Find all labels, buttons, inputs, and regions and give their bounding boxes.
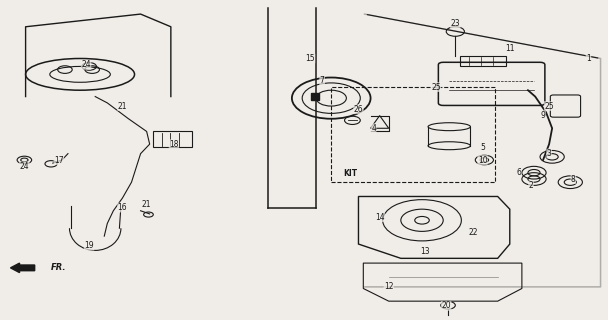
Text: 4: 4 — [371, 124, 376, 133]
Text: 25: 25 — [544, 101, 554, 111]
Text: KIT: KIT — [344, 169, 358, 178]
Text: 12: 12 — [384, 282, 393, 292]
Text: 22: 22 — [469, 228, 478, 237]
Text: 8: 8 — [571, 174, 576, 184]
FancyArrowPatch shape — [367, 15, 598, 58]
Text: 13: 13 — [420, 247, 430, 257]
Bar — [311, 93, 319, 100]
Text: 1: 1 — [586, 54, 591, 63]
Text: 24: 24 — [19, 162, 29, 171]
Text: 21: 21 — [142, 200, 151, 209]
Text: 14: 14 — [375, 212, 384, 222]
Text: 17: 17 — [54, 156, 64, 164]
Text: 2: 2 — [528, 181, 533, 190]
Text: 16: 16 — [117, 203, 127, 212]
Text: 24: 24 — [81, 60, 91, 69]
Text: 3: 3 — [547, 149, 551, 158]
Text: 23: 23 — [451, 19, 460, 28]
FancyArrow shape — [10, 263, 35, 273]
Text: 21: 21 — [118, 101, 127, 111]
Text: 10: 10 — [478, 156, 488, 164]
Text: FR.: FR. — [51, 263, 66, 272]
Text: 6: 6 — [516, 168, 521, 177]
Text: 11: 11 — [505, 44, 514, 53]
Text: 25: 25 — [431, 83, 441, 92]
Text: 20: 20 — [441, 301, 451, 310]
Text: 15: 15 — [305, 54, 315, 63]
Text: 18: 18 — [169, 140, 179, 148]
Text: 9: 9 — [541, 111, 545, 120]
Text: 7: 7 — [320, 76, 325, 85]
Text: 26: 26 — [354, 105, 364, 114]
Text: 5: 5 — [480, 143, 485, 152]
Text: 19: 19 — [85, 241, 94, 250]
